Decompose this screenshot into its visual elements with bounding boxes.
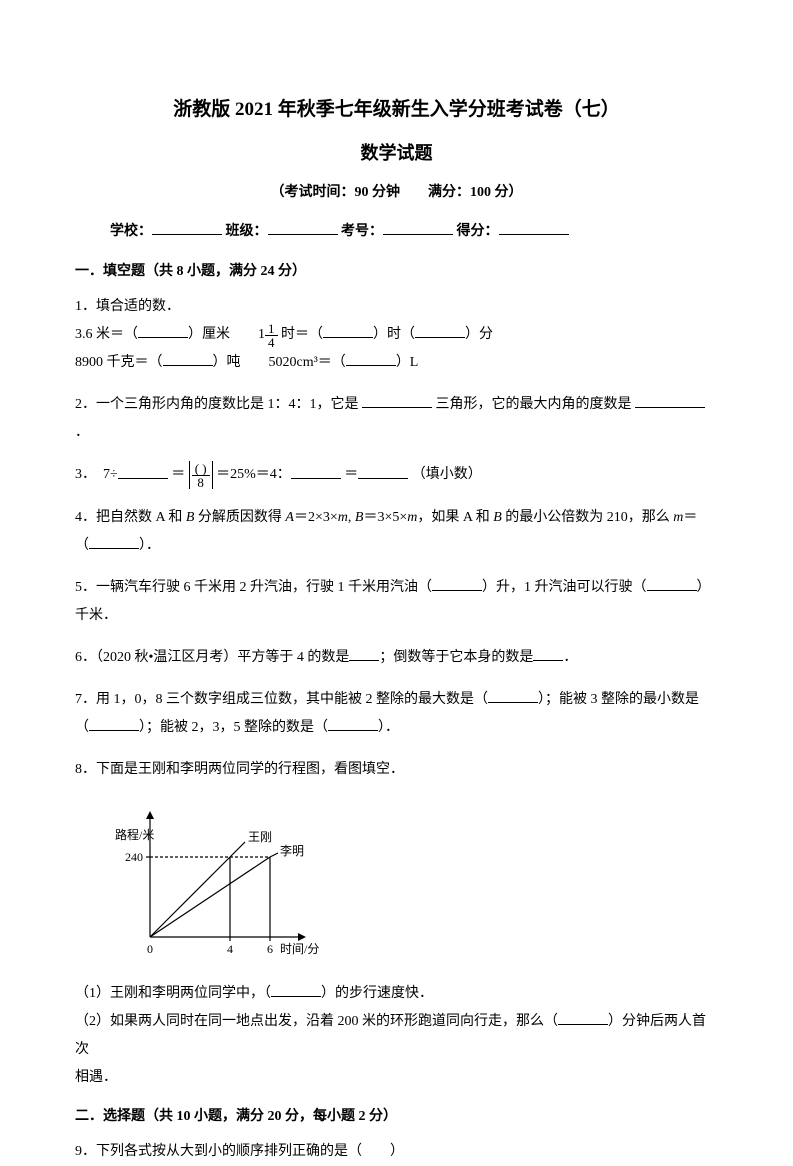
svg-text:王刚: 王刚 [248,830,272,844]
question-1: 1．填合适的数． 3.6 米＝（ ）厘米 114 时＝（ ）时（ ）分 8900 千克… [75,293,718,377]
q1-line2: 8900 千克＝（ ）吨 5020cm³＝（ ）L [75,349,718,377]
page-title: 浙教版 2021 年秋季七年级新生入学分班考试卷（七） [75,95,718,125]
svg-text:时间/分: 时间/分 [280,942,319,956]
travel-chart: 240 0 4 6 路程/米时间/分 王刚李明 [105,802,718,962]
svg-text:6: 6 [267,942,273,956]
blank [346,350,396,366]
q5-d: 千米． [75,608,117,623]
blank [533,660,563,661]
blank [362,407,432,408]
q3-d: ＝ [344,468,358,483]
q3-c: ＝25%＝4： [216,468,291,483]
question-9: 9．下列各式按从大到小的顺序排列正确的是（ ） [75,1138,718,1166]
blank [291,478,341,479]
blank [323,322,373,338]
q7-e: ）． [378,720,399,735]
q1-l2a: 8900 千克＝（ [75,355,163,370]
q7-d: ）；能被 2，3，5 整除的数是（ [139,720,328,735]
q8-s1b: ）的步行速度快． [321,986,433,1001]
school-blank [152,219,222,235]
blank [415,322,465,338]
q5-b: ）升，1 升汽油可以行驶（ [482,580,647,595]
id-blank [383,219,453,235]
q7-c: （ [75,720,89,735]
q4-a: 4．把自然数 A 和 B 分解质因数得 A＝2×3×m, B＝3×5×m，如果 … [75,510,697,525]
q1-l2b: ）吨 [213,355,241,370]
q1-intro: 1．填合适的数． [75,293,718,321]
q8-s2c: 相遇． [75,1070,117,1085]
exam-info: （考试时间：90 分钟 满分：100 分） [75,182,718,204]
blank [163,350,213,366]
svg-text:路程/米: 路程/米 [115,827,154,842]
q3-b: ＝ [171,468,185,483]
q1-l2c: 5020cm³＝（ [269,355,346,370]
blank [89,730,139,731]
blank [488,702,538,703]
q7-b: ）；能被 3 整除的最小数是 [538,692,699,707]
svg-text:0: 0 [147,942,153,956]
blank [432,590,482,591]
form-line: 学校： 班级： 考号： 得分： [75,219,718,243]
q8-sub2: （2）如果两人同时在同一地点出发，沿着 200 米的环形跑道同向行走，那么（）分… [75,1008,718,1092]
q4-b: （ [75,538,89,553]
q1-l1c: 时＝（ [281,327,323,342]
class-blank [268,219,338,235]
blank [138,322,188,338]
blank [118,478,168,479]
q5-a: 5．一辆汽车行驶 6 千米用 2 升汽油，行驶 1 千米用汽油（ [75,580,432,595]
blank [358,478,408,479]
question-5: 5．一辆汽车行驶 6 千米用 2 升汽油，行驶 1 千米用汽油（ ）升，1 升汽油… [75,574,718,630]
q1-l1b: ）厘米 [188,327,230,342]
question-2: 2．一个三角形内角的度数比是 1：4：1，它是 三角形，它的最大内角的度数是 ． [75,391,718,447]
score-label: 得分： [457,224,499,239]
section1-head: 一．填空题（共 8 小题，满分 24 分） [75,261,718,283]
question-8: 8．下面是王刚和李明两位同学的行程图，看图填空． 240 0 4 6 路程/米时间/分 王… [75,756,718,1092]
mixed-frac: 114 [258,321,278,349]
chart-svg: 240 0 4 6 路程/米时间/分 王刚李明 [105,802,325,962]
blank [647,590,697,591]
q1-l1e: ）分 [465,327,493,342]
blank [635,407,705,408]
q1-l2d: ）L [396,355,419,370]
page-subtitle: 数学试题 [75,139,718,168]
q8-s1a: （1）王刚和李明两位同学中，（ [75,986,271,1001]
question-7: 7．用 1，0，8 三个数字组成三位数，其中能被 2 整除的最大数是（ ）；能被 … [75,686,718,742]
q8-intro: 8．下面是王刚和李明两位同学的行程图，看图填空． [75,756,718,784]
q5-c: ） [697,580,711,595]
svg-text:李明: 李明 [280,843,304,858]
section2-head: 二．选择题（共 10 小题，满分 20 分，每小题 2 分） [75,1106,718,1128]
svg-text:4: 4 [227,942,233,956]
blank [271,996,321,997]
q3-a: 3． 7÷ [75,468,118,483]
question-6: 6．（2020 秋•温江区月考）平方等于 4 的数是 ；倒数等于它本身的数是 ． [75,644,718,672]
frac-box: ( )8 [189,461,213,489]
school-label: 学校： [110,224,152,239]
class-label: 班级： [226,224,268,239]
blank [328,730,378,731]
blank [349,660,379,661]
q2-b: 三角形，它的最大内角的度数是 [436,397,632,412]
q1-l1a: 3.6 米＝（ [75,327,138,342]
id-label: 考号： [341,224,383,239]
q8-s2a: （2）如果两人同时在同一地点出发，沿着 200 米的环形跑道同向行走，那么（ [75,1014,558,1029]
blank [89,548,139,549]
q1-line1: 3.6 米＝（ ）厘米 114 时＝（ ）时（ ）分 [75,321,718,349]
q2-c: ． [75,425,89,440]
q6-a: 6．（2020 秋•温江区月考）平方等于 4 的数是 [75,650,349,665]
q8-sub1: （1）王刚和李明两位同学中，（ ）的步行速度快． [75,980,718,1008]
question-3: 3． 7÷ ＝ ( )8 ＝25%＝4： ＝ （填小数） [75,461,718,489]
q6-b: ；倒数等于它本身的数是 [379,650,533,665]
q3-e: （填小数） [412,468,482,483]
q7-a: 7．用 1，0，8 三个数字组成三位数，其中能被 2 整除的最大数是（ [75,692,488,707]
q2-a: 2．一个三角形内角的度数比是 1：4：1，它是 [75,397,359,412]
svg-text:240: 240 [125,850,143,864]
score-blank [499,219,569,235]
q1-l1d: ）时（ [373,327,415,342]
question-4: 4．把自然数 A 和 B 分解质因数得 A＝2×3×m, B＝3×5×m，如果 … [75,504,718,560]
blank [558,1024,608,1025]
q4-c: ）． [139,538,160,553]
q6-c: ． [563,650,577,665]
